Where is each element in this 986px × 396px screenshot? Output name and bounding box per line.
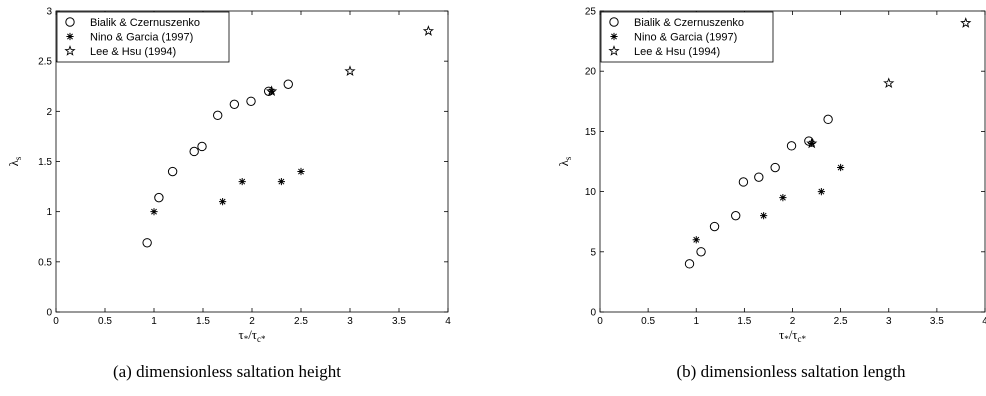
data-point xyxy=(268,87,276,95)
data-point xyxy=(283,79,293,89)
x-tick-label: 1.5 xyxy=(737,316,751,327)
y-tick-label: 0.5 xyxy=(38,257,52,268)
x-tick-label: 0 xyxy=(597,316,603,327)
legend-label: Nino & Garcia (1997) xyxy=(634,32,737,44)
x-tick-label: 0.5 xyxy=(98,316,112,327)
data-point xyxy=(189,146,199,157)
legend-label: Lee & Hsu (1994) xyxy=(634,46,720,58)
x-axis-label: τ*/τc* xyxy=(779,327,807,344)
chart-panel-b: 0 0.5 1 1.5 2 2.5 3 3.5 4 0 5 10 15 20 25 τ*/τc* λs Biali… xyxy=(556,7,986,382)
subfigure-caption: (b) dimensionless saltation length xyxy=(677,362,906,381)
y-tick-label: 0 xyxy=(46,308,52,319)
x-tick-label: 4 xyxy=(445,316,451,327)
data-point xyxy=(696,247,706,257)
data-point xyxy=(731,210,741,221)
series-star xyxy=(806,17,972,149)
x-tick-label: 0.5 xyxy=(641,316,655,327)
data-point xyxy=(837,163,845,172)
x-tick-label: 0 xyxy=(53,316,59,327)
data-point xyxy=(808,139,816,148)
data-point xyxy=(277,177,285,186)
y-tick-label: 20 xyxy=(585,67,597,78)
legend-marker xyxy=(610,32,618,41)
x-tick-label: 3.5 xyxy=(392,316,406,327)
x-tick-label: 2 xyxy=(249,316,255,327)
data-point xyxy=(779,194,787,202)
series-asterisk xyxy=(150,87,305,216)
data-point xyxy=(154,192,164,203)
data-point xyxy=(806,137,818,149)
x-tick-label: 2 xyxy=(790,316,796,327)
y-axis-label: λs xyxy=(556,156,573,166)
y-tick-label: 1 xyxy=(46,207,52,218)
data-point xyxy=(238,177,246,186)
x-axis-label: τ*/τc* xyxy=(238,327,266,344)
y-tick-label: 0 xyxy=(590,308,596,319)
legend-marker xyxy=(64,45,76,56)
y-tick-label: 2 xyxy=(46,107,52,118)
x-tick-label: 3 xyxy=(886,316,892,327)
series-star xyxy=(265,25,435,97)
x-tick-label: 2.5 xyxy=(834,316,848,327)
data-point xyxy=(760,212,768,220)
data-point xyxy=(684,259,695,269)
y-tick-label: 10 xyxy=(585,187,597,198)
data-point xyxy=(297,167,305,176)
legend: Bialik & Czernuszenko Nino & Garcia (1997… xyxy=(600,11,774,63)
data-point xyxy=(754,172,764,182)
data-point xyxy=(167,166,178,177)
data-point xyxy=(883,77,895,89)
data-point xyxy=(770,162,780,173)
y-tick-label: 3 xyxy=(46,7,52,18)
y-tick-label: 15 xyxy=(585,127,597,138)
chart-panel-a: 0 0.5 1 1.5 2 2.5 3 3.5 4 0 0.5 1 1.5 2 2.5 3 τ*/τc* λs Bi… xyxy=(6,7,451,382)
x-tick-label: 2.5 xyxy=(294,316,308,327)
data-point xyxy=(197,141,207,152)
data-point xyxy=(692,236,700,244)
legend-label: Nino & Garcia (1997) xyxy=(90,32,193,44)
legend-marker xyxy=(608,45,620,56)
series-circle xyxy=(142,79,293,248)
x-tick-label: 1.5 xyxy=(196,316,210,327)
y-tick-label: 1.5 xyxy=(38,157,52,168)
x-tick-label: 1 xyxy=(693,316,699,327)
data-point xyxy=(960,17,972,28)
legend-marker xyxy=(66,32,74,41)
subfigure-caption: (a) dimensionless saltation height xyxy=(113,362,341,381)
data-point xyxy=(265,85,278,97)
data-point xyxy=(422,25,435,36)
y-tick-label: 2.5 xyxy=(38,57,52,68)
data-point xyxy=(150,208,158,216)
data-point xyxy=(142,238,152,248)
y-tick-label: 25 xyxy=(585,7,597,18)
data-point xyxy=(786,141,797,151)
legend-label: Bialik & Czernuszenko xyxy=(634,17,744,29)
data-point xyxy=(823,114,833,125)
x-tick-label: 3.5 xyxy=(930,316,944,327)
data-point xyxy=(738,177,749,187)
y-tick-label: 5 xyxy=(590,247,596,258)
legend-label: Bialik & Czernuszenko xyxy=(90,17,200,29)
data-point xyxy=(213,110,223,121)
series-asterisk xyxy=(692,139,845,244)
x-tick-label: 3 xyxy=(347,316,353,327)
data-point xyxy=(817,188,825,196)
legend-box xyxy=(56,11,230,63)
legend-marker xyxy=(65,17,75,27)
y-axis-label: λs xyxy=(6,156,23,166)
data-point xyxy=(709,221,720,232)
data-point xyxy=(229,99,240,110)
x-tick-label: 4 xyxy=(982,316,986,327)
legend: Bialik & Czernuszenko Nino & Garcia (1997… xyxy=(56,11,230,63)
legend-box xyxy=(600,11,774,63)
data-point xyxy=(219,198,227,206)
x-tick-label: 1 xyxy=(151,316,157,327)
legend-label: Lee & Hsu (1994) xyxy=(90,46,176,58)
data-point xyxy=(804,136,814,146)
legend-marker xyxy=(609,17,619,27)
series-circle xyxy=(684,114,833,269)
data-point xyxy=(246,96,256,107)
data-point xyxy=(344,65,356,76)
